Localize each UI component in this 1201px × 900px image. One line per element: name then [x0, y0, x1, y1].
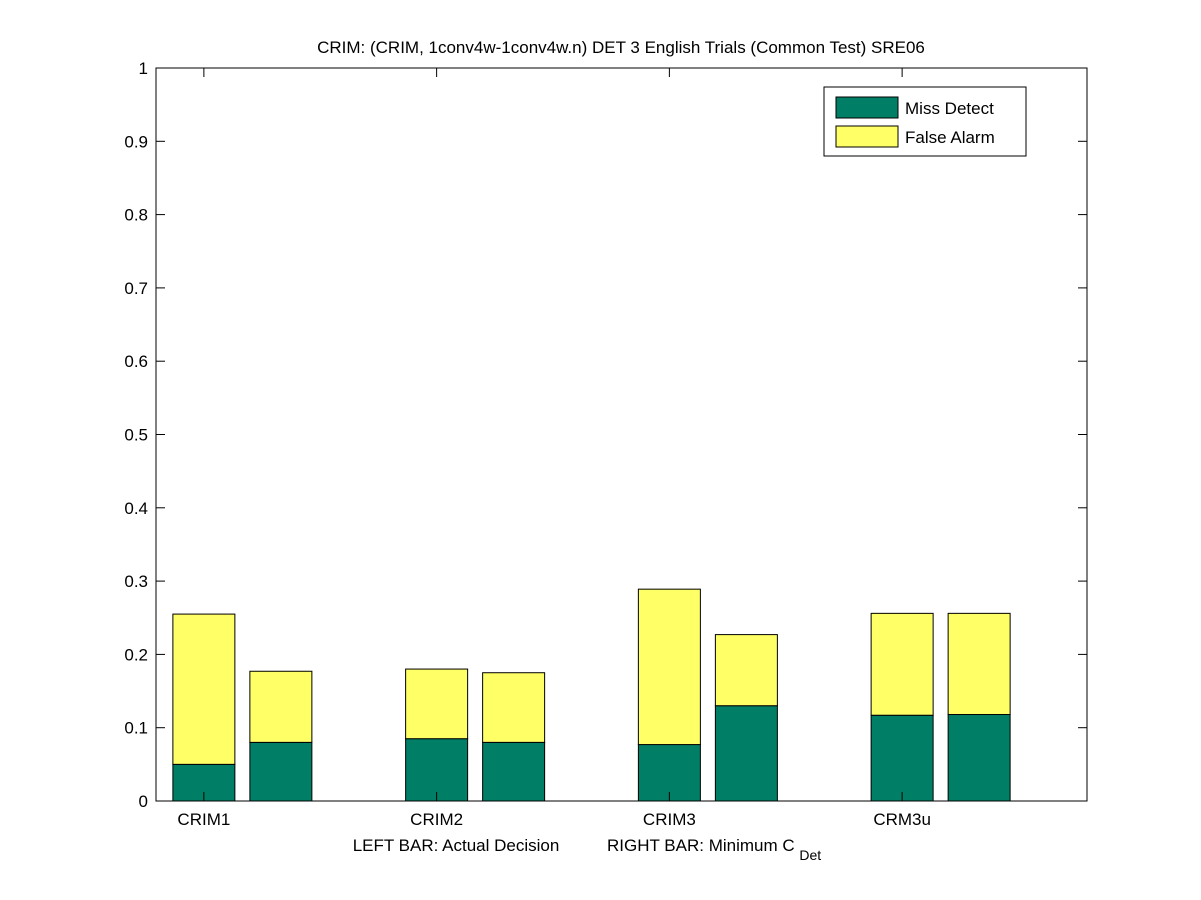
bar-false-alarm-right-crim3 [714, 634, 778, 707]
x-tick-label-crim2: CRIM2 [410, 810, 463, 829]
legend-label-miss-detect: Miss Detect [905, 99, 994, 118]
y-tick-label: 0.8 [124, 206, 148, 225]
legend-swatch-miss-detect [835, 96, 899, 119]
x-tick-label-crm3u: CRM3u [873, 810, 931, 829]
x-axis-label-left: LEFT BAR: Actual Decision [353, 836, 560, 855]
legend-label-false-alarm: False Alarm [905, 128, 995, 147]
y-axis: 0 0.1 0.2 0.3 0.4 0.5 0.6 0.7 0.8 0.9 1 [124, 59, 1087, 811]
y-tick-label: 0.5 [124, 426, 148, 445]
bar-false-alarm-left-crim2 [405, 668, 469, 740]
y-tick-label: 0.1 [124, 719, 148, 738]
legend: Miss Detect False Alarm [823, 86, 1027, 157]
y-tick-label: 0.4 [124, 499, 148, 518]
y-tick-label: 0.3 [124, 572, 148, 591]
bar-miss-detect-left-crim3 [637, 744, 701, 802]
x-tick-label-crim1: CRIM1 [177, 810, 230, 829]
bar-false-alarm-left-crim3 [637, 588, 701, 746]
bar-false-alarm-left-crim1 [172, 613, 236, 765]
y-tick-label: 0.7 [124, 279, 148, 298]
bar-false-alarm-right-crim2 [482, 672, 546, 743]
bar-miss-detect-right-crim3 [714, 705, 778, 802]
y-tick-label: 0 [139, 792, 148, 811]
x-tick-label-crim3: CRIM3 [643, 810, 696, 829]
x-axis-label-right: RIGHT BAR: Minimum C Det [607, 836, 821, 863]
bar-miss-detect-right-crim2 [482, 741, 546, 802]
bars-layer [172, 588, 1011, 802]
bar-miss-detect-left-crim2 [405, 738, 469, 802]
chart-title: CRIM: (CRIM, 1conv4w-1conv4w.n) DET 3 En… [317, 38, 925, 57]
x-axis-label-subscript: Det [799, 847, 821, 863]
x-axis-label-right-text: RIGHT BAR: Minimum C [607, 836, 795, 855]
y-tick-label: 0.6 [124, 352, 148, 371]
bar-false-alarm-left-crm3u [870, 612, 934, 716]
y-tick-label: 0.9 [124, 132, 148, 151]
y-tick-label: 1 [139, 59, 148, 78]
bar-false-alarm-right-crm3u [947, 612, 1011, 716]
legend-swatch-false-alarm [835, 125, 899, 148]
bar-miss-detect-right-crim1 [249, 741, 313, 802]
bar-miss-detect-right-crm3u [947, 714, 1011, 802]
y-tick-label: 0.2 [124, 645, 148, 664]
bar-false-alarm-right-crim1 [249, 670, 313, 743]
x-axis: CRIM1 CRIM2 CRIM3 CRM3u [177, 68, 931, 829]
bar-miss-detect-left-crm3u [870, 714, 934, 802]
